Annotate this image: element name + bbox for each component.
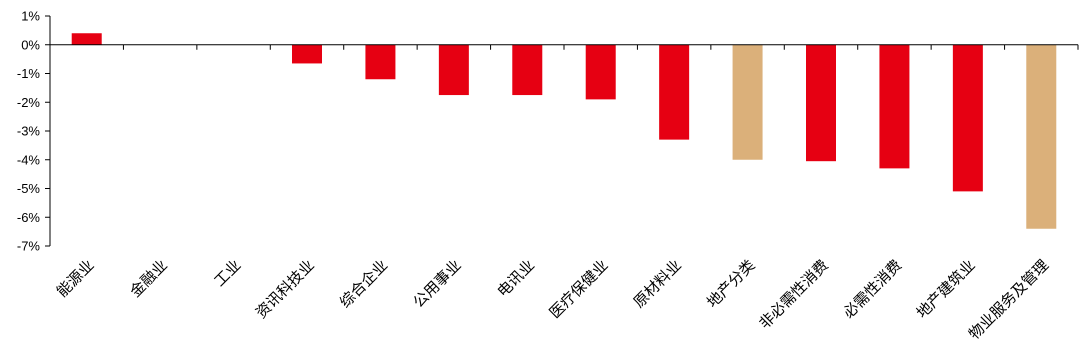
bar	[71, 33, 102, 45]
bar	[806, 44, 836, 162]
bar	[1026, 44, 1057, 229]
bar	[438, 44, 469, 96]
y-tick-label: -2%	[17, 95, 41, 110]
category-label: 电讯业	[494, 256, 539, 301]
category-label: 综合企业	[336, 256, 391, 311]
bars	[71, 33, 1057, 229]
category-label: 地产建筑业	[913, 256, 979, 322]
y-tick-label: 0%	[21, 37, 40, 52]
category-labels: 能源业 金融业 工业 资讯科技业 综合企业 公用事业 电讯业 医疗保健业 原材料业 地产分类非必需…	[53, 256, 1052, 343]
category-label: 工业	[210, 256, 244, 290]
y-tick-label: -4%	[17, 152, 41, 167]
bar	[585, 44, 616, 100]
bar	[659, 44, 690, 140]
category-label: 金融业	[126, 256, 171, 301]
y-tick-label: 1%	[21, 9, 40, 24]
y-tick-label: -5%	[17, 181, 41, 196]
category-label: 地产分类	[703, 256, 758, 311]
y-axis: 1% 0% -1% -2% -3% -4% -5% -6% -7%	[17, 9, 51, 254]
category-label: 公用事业	[410, 256, 465, 311]
bar	[879, 44, 910, 169]
y-tick-label: -7%	[17, 239, 41, 254]
bar	[292, 44, 322, 64]
category-label: 资讯科技业	[252, 256, 318, 322]
y-tick-label: -1%	[17, 66, 41, 81]
zero-baseline	[49, 44, 1079, 50]
bar	[952, 44, 983, 192]
bar	[512, 44, 543, 96]
y-tick-label: -3%	[17, 124, 41, 139]
category-label: 原材料业	[630, 256, 685, 311]
category-label: 医疗保健业	[546, 256, 612, 322]
y-tick-label: -6%	[17, 210, 41, 225]
category-label: 能源业	[53, 256, 98, 301]
bar	[365, 44, 396, 80]
bar	[732, 44, 763, 160]
category-label: 必需性消费	[839, 256, 905, 322]
category-label: 非必需性消费	[755, 256, 831, 332]
